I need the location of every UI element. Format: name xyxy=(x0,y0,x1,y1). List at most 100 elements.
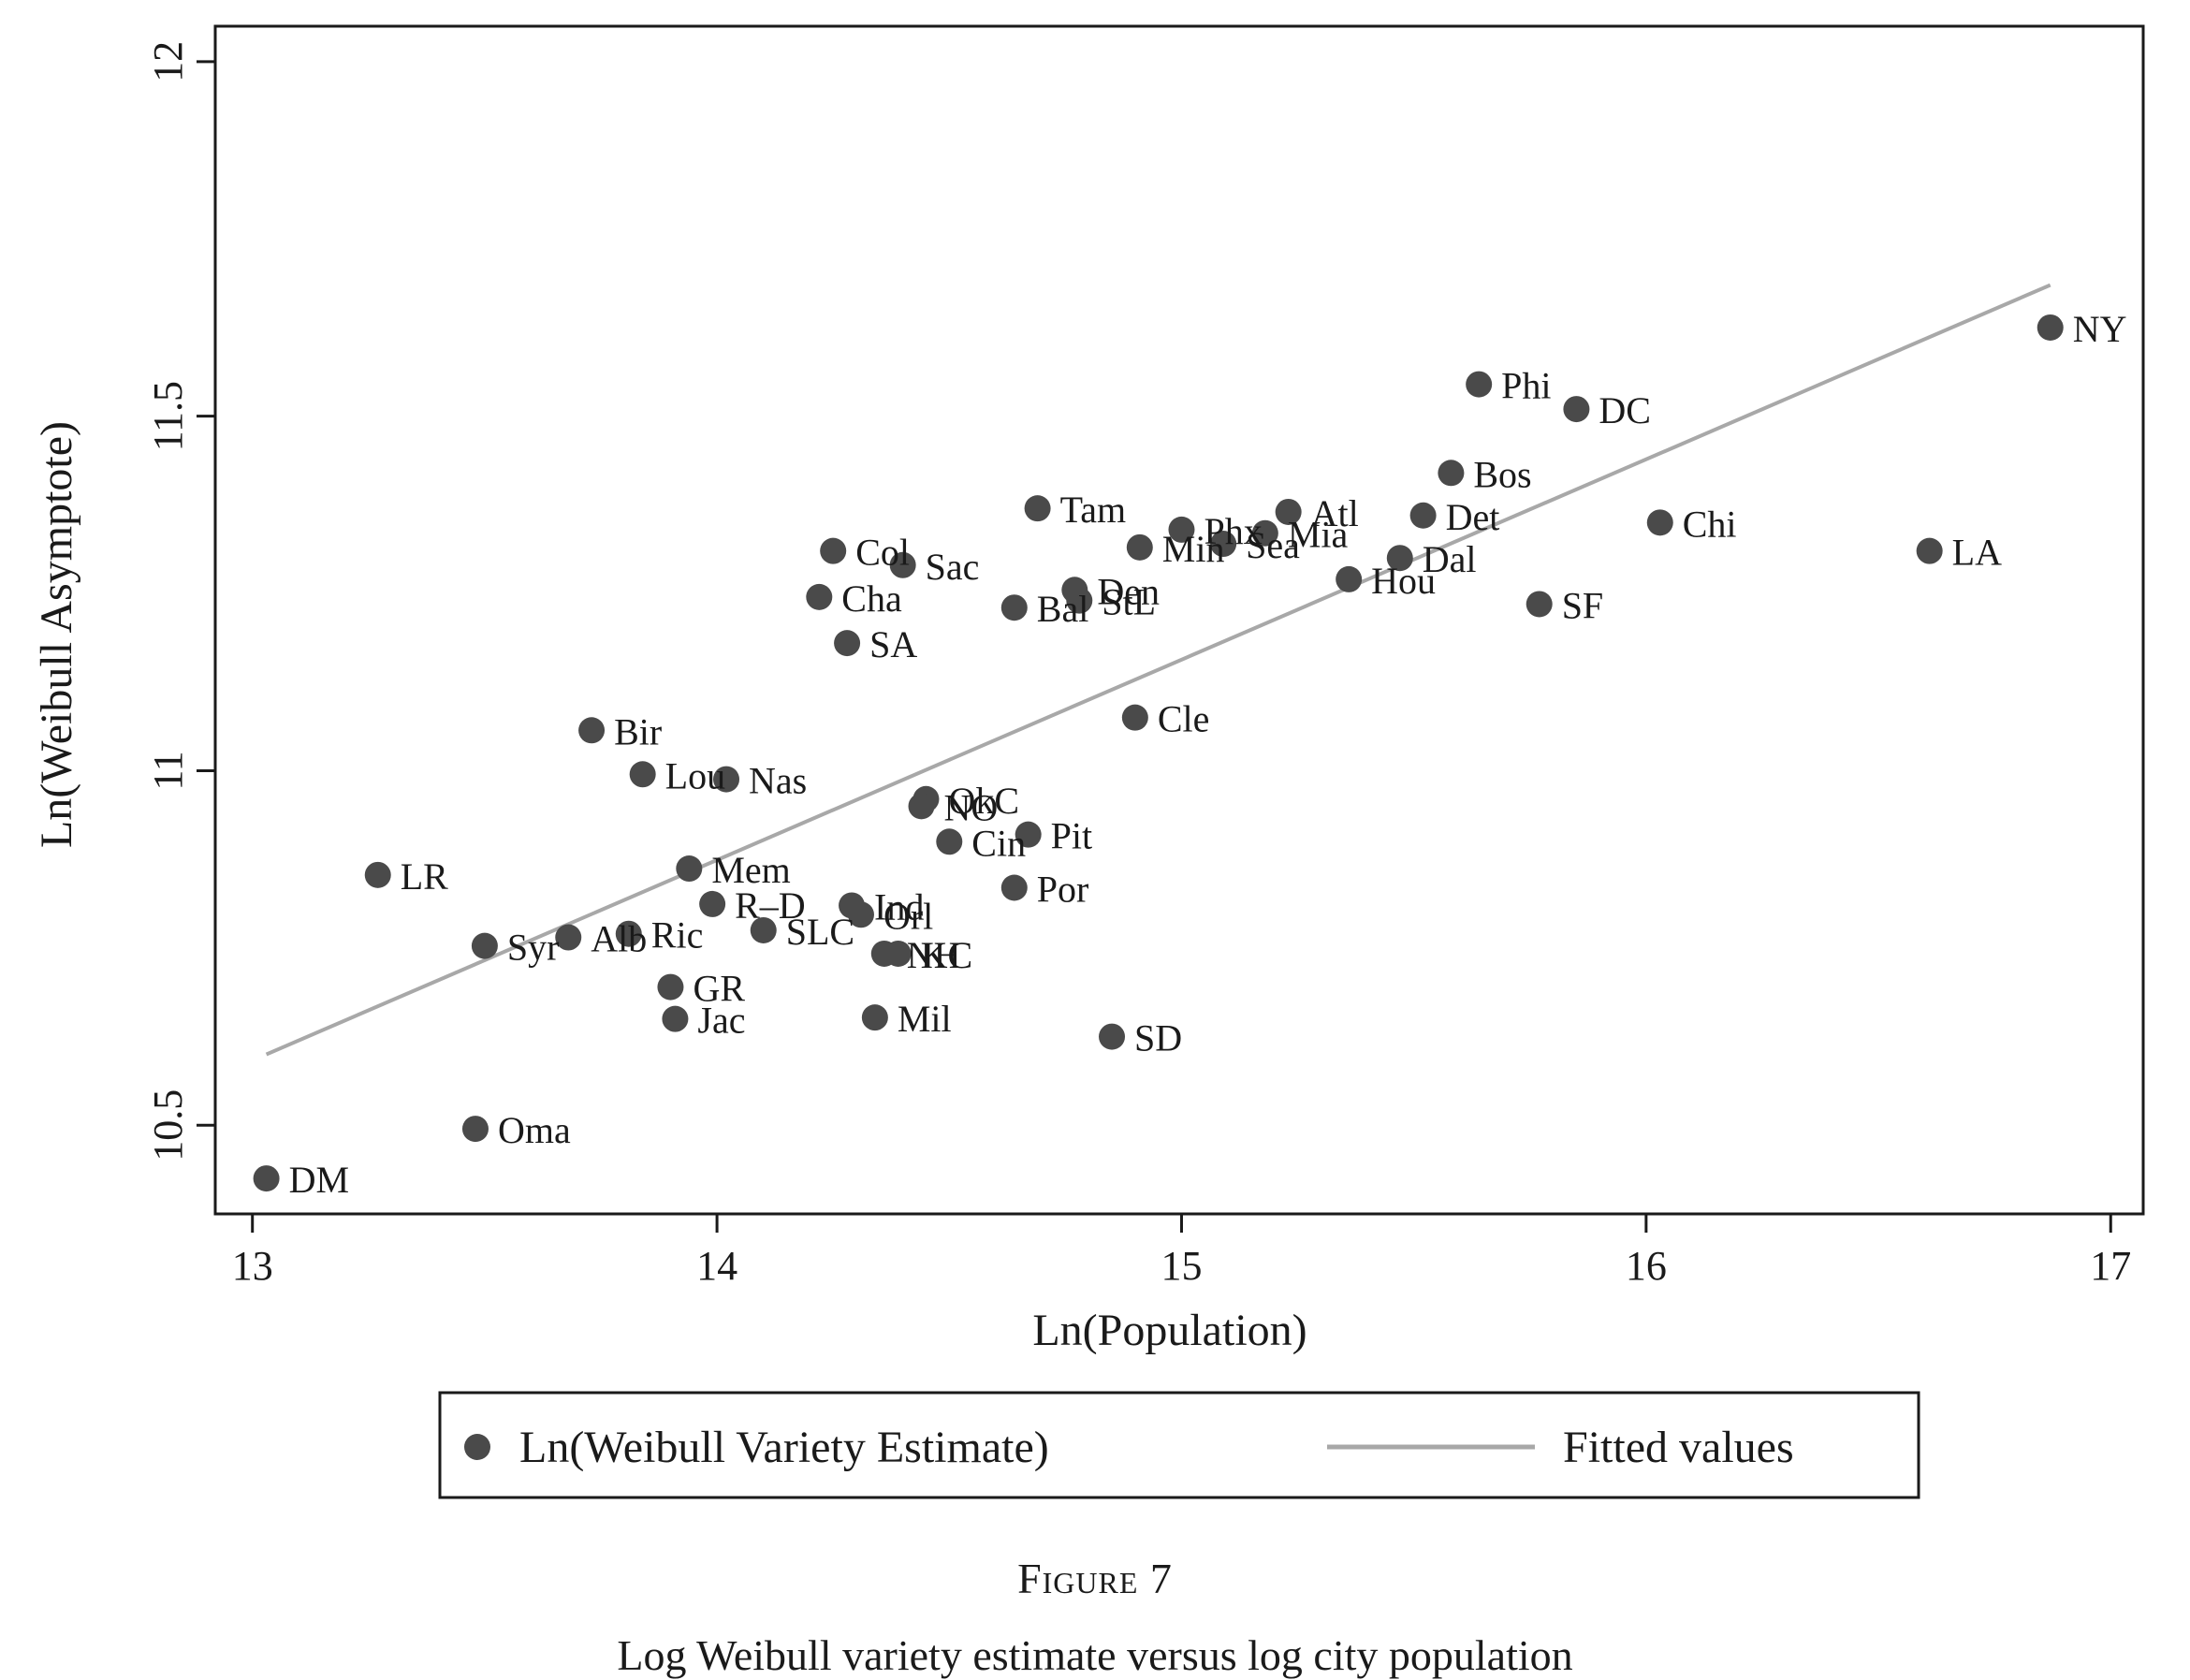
data-point xyxy=(555,924,582,951)
y-axis: 10.5 11 11.5 12 xyxy=(145,41,215,1161)
data-point xyxy=(1210,531,1237,558)
point-label: Tam xyxy=(1060,489,1127,531)
y-tick-label: 12 xyxy=(145,41,191,82)
point-label: Bir xyxy=(614,710,662,752)
legend-marker-dot xyxy=(464,1434,490,1460)
x-tick-label: 16 xyxy=(1626,1243,1667,1289)
point-label: Hou xyxy=(1371,560,1436,602)
point-label: Bal xyxy=(1037,588,1089,630)
data-point xyxy=(364,861,391,888)
data-point xyxy=(2037,314,2064,341)
x-axis: 13 14 15 16 17 xyxy=(232,1214,2131,1289)
data-point xyxy=(884,940,912,967)
legend-box xyxy=(438,1391,1920,1499)
point-label: Det xyxy=(1446,496,1500,538)
point-label: Dal xyxy=(1423,538,1477,580)
data-point xyxy=(1015,821,1042,848)
point-label: Mem xyxy=(711,849,790,891)
plot-frame xyxy=(213,24,2145,1216)
point-label: Mia xyxy=(1288,514,1349,556)
point-label: Min xyxy=(1162,528,1225,570)
point-label: Phi xyxy=(1501,365,1551,407)
data-point xyxy=(1099,1023,1126,1050)
data-point xyxy=(615,920,642,947)
point-label: SF xyxy=(1562,584,1604,626)
data-point xyxy=(1275,498,1302,525)
data-point xyxy=(1251,519,1278,547)
x-tick-label: 17 xyxy=(2090,1243,2131,1289)
point-label: DC xyxy=(1599,389,1651,431)
point-label: Orl xyxy=(883,895,933,937)
data-point xyxy=(1024,495,1051,522)
data-point xyxy=(847,901,874,928)
point-label: StL xyxy=(1102,581,1156,623)
point-label: LA xyxy=(1952,532,2002,574)
data-point xyxy=(1121,704,1148,731)
data-point xyxy=(908,793,935,820)
y-tick-label: 11.5 xyxy=(145,381,191,451)
point-label: R–D xyxy=(735,884,806,927)
point-label: NO xyxy=(944,786,999,828)
legend-series-label: Ln(Weibull Variety Estimate) xyxy=(519,1423,1049,1472)
data-point xyxy=(1126,533,1153,561)
x-tick-label: 14 xyxy=(696,1243,737,1289)
point-label: Cha xyxy=(841,577,902,620)
data-point xyxy=(1000,874,1028,901)
data-point xyxy=(750,916,777,943)
figure-label: Figure 7 xyxy=(1017,1555,1173,1602)
y-axis-title: Ln(Weibull Asymptote) xyxy=(32,421,81,848)
point-label: Den xyxy=(1097,570,1160,612)
data-point xyxy=(699,890,726,917)
data-point xyxy=(889,551,916,578)
point-label: SLC xyxy=(786,911,854,953)
data-point xyxy=(713,766,740,793)
point-label: LR xyxy=(401,855,448,898)
point-label: OkC xyxy=(948,780,1019,822)
point-label: Cle xyxy=(1158,698,1210,740)
data-point xyxy=(1646,509,1673,536)
plot-area xyxy=(213,24,2145,1216)
point-label: DM xyxy=(289,1159,349,1201)
data-point xyxy=(662,1005,689,1032)
point-label: NH xyxy=(907,934,961,976)
data-point xyxy=(1563,396,1590,423)
point-label: Pit xyxy=(1051,815,1092,857)
point-label: Sac xyxy=(926,546,980,588)
data-point xyxy=(1466,371,1493,398)
point-label: Col xyxy=(855,532,910,574)
point-label: SA xyxy=(869,623,917,665)
y-tick-label: 10.5 xyxy=(145,1089,191,1161)
data-point xyxy=(1409,502,1437,529)
y-tick-label: 11 xyxy=(145,751,191,790)
figure-caption: Log Weibull variety estimate versus log … xyxy=(617,1631,1573,1679)
data-point xyxy=(1000,594,1028,621)
data-point xyxy=(1916,537,1943,564)
data-point xyxy=(936,828,963,855)
data-point xyxy=(657,973,684,1001)
data-point xyxy=(1066,587,1093,614)
data-point xyxy=(461,1116,489,1143)
data-points-layer xyxy=(253,314,2064,1192)
data-point xyxy=(806,583,833,610)
data-point xyxy=(1386,545,1413,572)
data-point xyxy=(1336,565,1363,592)
point-label: Alb xyxy=(591,918,647,960)
data-point xyxy=(1526,591,1553,618)
data-point xyxy=(676,855,703,883)
data-point xyxy=(1438,460,1465,487)
point-label: Ric xyxy=(651,914,704,957)
data-point xyxy=(578,717,606,744)
data-point xyxy=(253,1165,280,1192)
point-label: Sea xyxy=(1246,524,1300,566)
point-label: Phx xyxy=(1204,510,1262,552)
data-point xyxy=(834,630,861,657)
legend-fit-label: Fitted values xyxy=(1563,1423,1794,1472)
point-label: NY xyxy=(2073,308,2127,350)
point-label: Ind xyxy=(874,885,924,928)
data-point xyxy=(471,932,498,959)
point-label: Por xyxy=(1037,868,1089,910)
point-label: Cin xyxy=(971,822,1026,864)
point-label: Nas xyxy=(749,760,807,802)
